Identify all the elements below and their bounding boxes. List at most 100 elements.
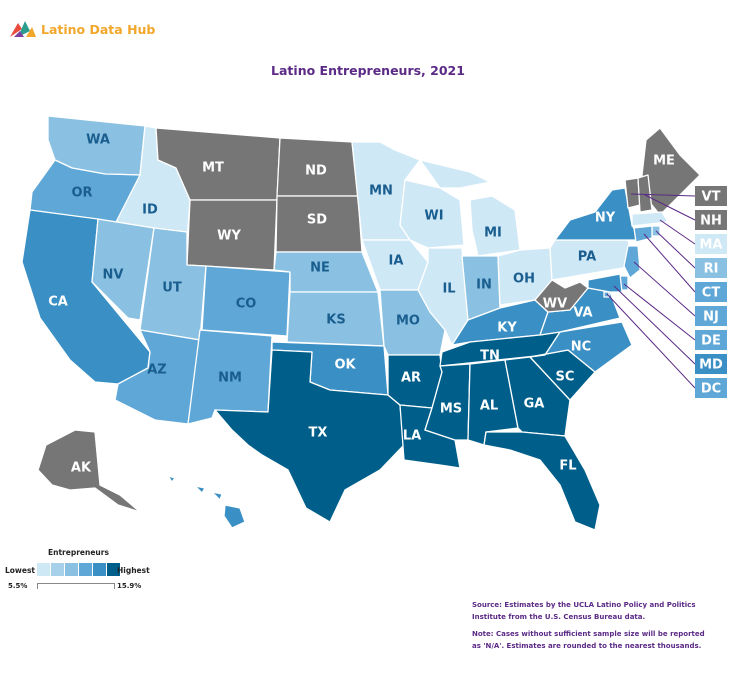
state-NJ	[623, 245, 641, 279]
label-MS: MS	[440, 402, 462, 417]
notes: Source: Estimates by the UCLA Latino Pol…	[472, 600, 712, 658]
label-IL: IL	[442, 282, 455, 297]
sample-note: Note: Cases without sufficient sample si…	[472, 630, 705, 650]
legend-swatch-3	[65, 563, 78, 576]
label-MO: MO	[396, 314, 420, 329]
connector-MA	[659, 219, 696, 245]
brand-name: Latino Data Hub	[41, 21, 156, 37]
label-AK: AK	[71, 461, 92, 476]
legend-axis	[37, 583, 115, 589]
state-NH	[637, 174, 653, 213]
label-NV: NV	[103, 268, 124, 283]
legend-min-value: 5.5%	[8, 582, 28, 590]
label-ME: ME	[653, 154, 675, 169]
label-LA: LA	[403, 429, 421, 444]
label-KY: KY	[497, 321, 517, 336]
callout-label-CT: CT	[702, 286, 721, 301]
label-NE: NE	[310, 261, 330, 276]
label-OH: OH	[513, 272, 535, 287]
legend-swatch-5	[93, 563, 106, 576]
label-NM: NM	[218, 371, 242, 386]
label-ID: ID	[142, 203, 158, 218]
legend-title: Entrepreneurs	[48, 548, 109, 557]
label-WV: WV	[543, 297, 567, 312]
callout-label-DC: DC	[701, 382, 721, 397]
callout-box-NH	[695, 210, 727, 230]
state-NY	[554, 187, 641, 241]
label-TN: TN	[480, 349, 500, 364]
state-FL	[483, 431, 601, 531]
legend-max-value: 15.9%	[117, 582, 142, 590]
label-PA: PA	[578, 250, 596, 265]
state-NV	[91, 218, 155, 321]
state-MA	[631, 211, 669, 227]
map-title: Latino Entrepreneurs, 2021	[271, 63, 465, 78]
brand-icon	[10, 21, 36, 37]
label-NY: NY	[595, 211, 616, 226]
callout-box-MA	[695, 234, 727, 254]
legend-highest-label: Highest	[117, 566, 150, 575]
callout-box-DE	[695, 330, 727, 350]
connector-VT	[630, 193, 696, 197]
connector-RI	[655, 230, 696, 269]
label-GA: GA	[524, 397, 545, 412]
callout-box-RI	[695, 258, 727, 278]
label-WY: WY	[217, 229, 241, 244]
callout-box-MD	[695, 354, 727, 374]
label-OK: OK	[334, 358, 356, 373]
legend-swatch-2	[51, 563, 64, 576]
label-MI: MI	[484, 226, 502, 241]
brand-logo: Latino Data Hub	[8, 19, 155, 39]
label-OR: OR	[71, 186, 92, 201]
callout-label-RI: RI	[704, 262, 719, 277]
callout-label-NH: NH	[700, 214, 722, 229]
state-WV	[534, 279, 589, 313]
label-UT: UT	[162, 281, 182, 296]
label-SD: SD	[307, 213, 327, 228]
label-AL: AL	[480, 399, 498, 414]
label-SC: SC	[556, 370, 575, 385]
connector-NH	[644, 194, 696, 221]
legend-swatch-4	[79, 563, 92, 576]
label-IA: IA	[389, 254, 404, 269]
label-AZ: AZ	[147, 363, 167, 378]
legend-swatch-1	[37, 563, 50, 576]
callout-box-NJ	[695, 306, 727, 326]
source-note: Source: Estimates by the UCLA Latino Pol…	[472, 601, 696, 621]
callout-box-VT	[695, 186, 727, 206]
label-VA: VA	[573, 306, 592, 321]
callout-connectors	[606, 193, 696, 389]
state-WI	[399, 179, 465, 249]
label-TX: TX	[309, 426, 328, 441]
connector-MD	[613, 285, 696, 365]
label-ND: ND	[305, 164, 327, 179]
legend-color-scale	[37, 563, 121, 576]
connector-DC	[606, 293, 696, 389]
legend-lowest-label: Lowest	[5, 566, 35, 575]
legend-swatch-6	[107, 563, 120, 576]
callout-box-DC	[695, 378, 727, 398]
state-AK	[37, 429, 141, 513]
label-HI: HI	[245, 490, 261, 505]
label-IN: IN	[476, 278, 492, 293]
connector-DE	[623, 283, 696, 341]
state-TX	[214, 349, 405, 523]
label-CA: CA	[48, 295, 68, 310]
callout-label-MD: MD	[699, 358, 723, 373]
label-KS: KS	[326, 313, 345, 328]
label-WA: WA	[86, 133, 110, 148]
callout-label-NJ: NJ	[703, 310, 719, 325]
state-MD	[587, 273, 623, 293]
label-FL: FL	[559, 459, 576, 474]
callout-label-DE: DE	[701, 334, 721, 349]
state-HI	[167, 475, 246, 529]
state-DC	[603, 291, 610, 298]
label-MT: MT	[202, 161, 224, 176]
label-WI: WI	[424, 209, 443, 224]
state-NC	[529, 321, 633, 373]
callout-label-MA: MA	[700, 238, 723, 253]
connector-CT	[643, 233, 696, 293]
label-NC: NC	[571, 340, 591, 355]
label-AR: AR	[401, 371, 421, 386]
